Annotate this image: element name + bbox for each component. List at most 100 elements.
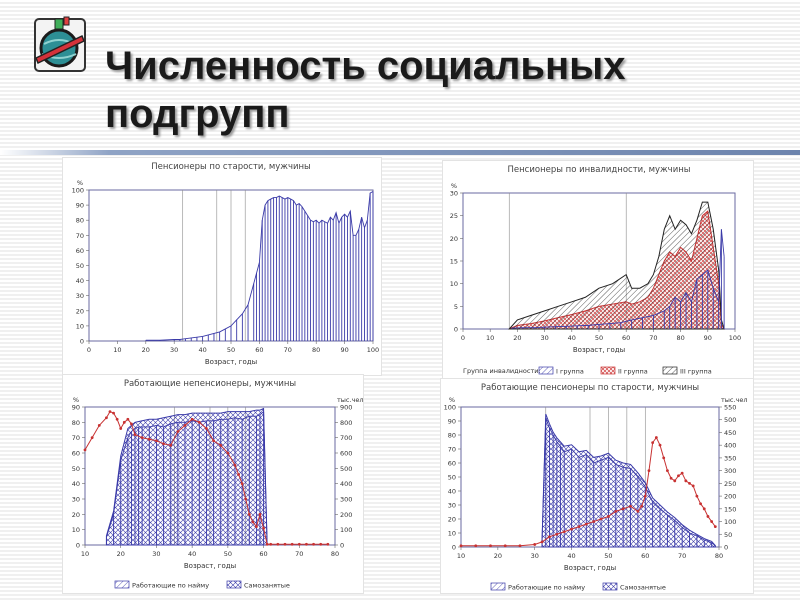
y-tick-label: 50 [448, 474, 456, 482]
data-point [290, 542, 294, 546]
x-tick-label: 80 [715, 552, 723, 560]
x-tick-label: 100 [729, 334, 741, 342]
data-point [658, 443, 662, 447]
data-point [90, 436, 94, 440]
page-title-line-2: подгрупп [105, 92, 290, 136]
legend-label: III группа [680, 368, 712, 376]
data-point [108, 410, 112, 413]
y-tick-label: 10 [76, 322, 84, 330]
data-point [643, 494, 647, 498]
data-point [459, 544, 463, 548]
x-tick-label: 50 [604, 552, 612, 560]
x-tick-label: 30 [531, 552, 539, 560]
data-point [518, 544, 522, 548]
data-point [269, 542, 273, 546]
y-right-axis-label: тыс.чел [721, 396, 748, 404]
data-point [695, 494, 699, 498]
y-tick-label: 30 [448, 502, 456, 510]
data-point [176, 430, 180, 433]
data-point [119, 427, 123, 430]
data-point [555, 532, 559, 536]
legend-swatch [490, 582, 506, 591]
y-tick-label: 0 [452, 544, 456, 552]
x-axis-label: Возраст, годы [564, 564, 616, 572]
data-point [105, 416, 108, 420]
data-point [112, 411, 115, 415]
y-tick-label: 40 [448, 488, 456, 496]
data-point [540, 540, 544, 544]
legend-swatch [602, 582, 618, 591]
data-point [577, 525, 581, 529]
x-tick-label: 70 [678, 552, 686, 560]
data-point [684, 479, 688, 483]
y-tick-label: 60 [72, 450, 80, 458]
data-point [190, 417, 194, 421]
legend-label: Самозанятые [620, 584, 666, 592]
legend-swatch [662, 366, 678, 375]
chart-title: Пенсионеры по старости, мужчины [151, 162, 311, 172]
series-area [508, 201, 725, 330]
y-tick-label: 10 [72, 526, 80, 534]
x-tick-label: 60 [259, 550, 267, 558]
x-tick-label: 70 [284, 346, 292, 354]
legend-label: II группа [618, 368, 648, 376]
series-area [541, 413, 716, 548]
data-point [474, 544, 478, 548]
page-title-line-1: Численность социальных [105, 44, 626, 88]
x-tick-label: 10 [81, 550, 89, 558]
page-title: Численность социальных подгрупп [105, 42, 626, 138]
data-point [319, 542, 323, 546]
y-tick-label: 25 [450, 212, 458, 220]
legend-label: Работающие по найму [132, 582, 209, 590]
y-right-tick-label: 450 [724, 429, 736, 437]
x-tick-label: 60 [622, 334, 630, 342]
data-point [621, 507, 625, 511]
data-point [169, 443, 173, 447]
data-point [183, 424, 187, 427]
y-right-tick-label: 350 [724, 454, 736, 462]
data-point [629, 504, 632, 508]
data-point [130, 422, 133, 426]
y-tick-label: 80 [72, 419, 80, 427]
chart-c2: Пенсионеры по инвалидности, мужчины 0 5 10 1… [450, 165, 741, 376]
data-point [140, 436, 144, 440]
series-area [105, 407, 268, 546]
data-point [503, 544, 507, 548]
data-point [599, 517, 603, 521]
x-tick-label: 20 [494, 552, 502, 560]
y-right-tick-label: 300 [724, 467, 736, 475]
x-tick-label: 90 [704, 334, 712, 342]
x-tick-label: 80 [312, 346, 320, 354]
y-tick-label: 60 [76, 247, 84, 255]
data-point [669, 476, 673, 480]
y-right-tick-label: 800 [340, 419, 352, 427]
x-tick-label: 70 [295, 550, 303, 558]
data-point [699, 502, 702, 506]
y-axis-label: % [449, 396, 455, 404]
data-point [219, 443, 223, 447]
y-tick-label: 30 [76, 292, 84, 300]
bar-envelope [105, 410, 268, 546]
y-right-tick-label: 0 [724, 544, 728, 552]
x-tick-label: 30 [152, 550, 160, 558]
x-tick-label: 50 [224, 550, 232, 558]
data-point [83, 448, 87, 452]
data-point [258, 512, 262, 516]
data-point [677, 474, 680, 478]
data-point [592, 520, 596, 523]
data-point [233, 463, 237, 467]
data-point [226, 451, 230, 455]
chart-panel-c4: Работающие пенсионеры по старости, мужчи… [440, 378, 754, 594]
x-axis-label: Возраст, годы [205, 358, 257, 366]
y-tick-label: 50 [76, 262, 84, 270]
x-tick-label: 20 [117, 550, 125, 558]
data-point [654, 436, 658, 439]
x-tick-label: 0 [461, 334, 465, 342]
y-right-tick-label: 0 [340, 542, 344, 550]
x-tick-label: 30 [170, 346, 178, 354]
y-tick-label: 0 [80, 338, 84, 346]
x-axis-label: Возраст, годы [573, 346, 625, 354]
y-right-tick-label: 300 [340, 496, 352, 504]
y-tick-label: 70 [72, 434, 80, 442]
y-right-tick-label: 100 [724, 518, 736, 526]
